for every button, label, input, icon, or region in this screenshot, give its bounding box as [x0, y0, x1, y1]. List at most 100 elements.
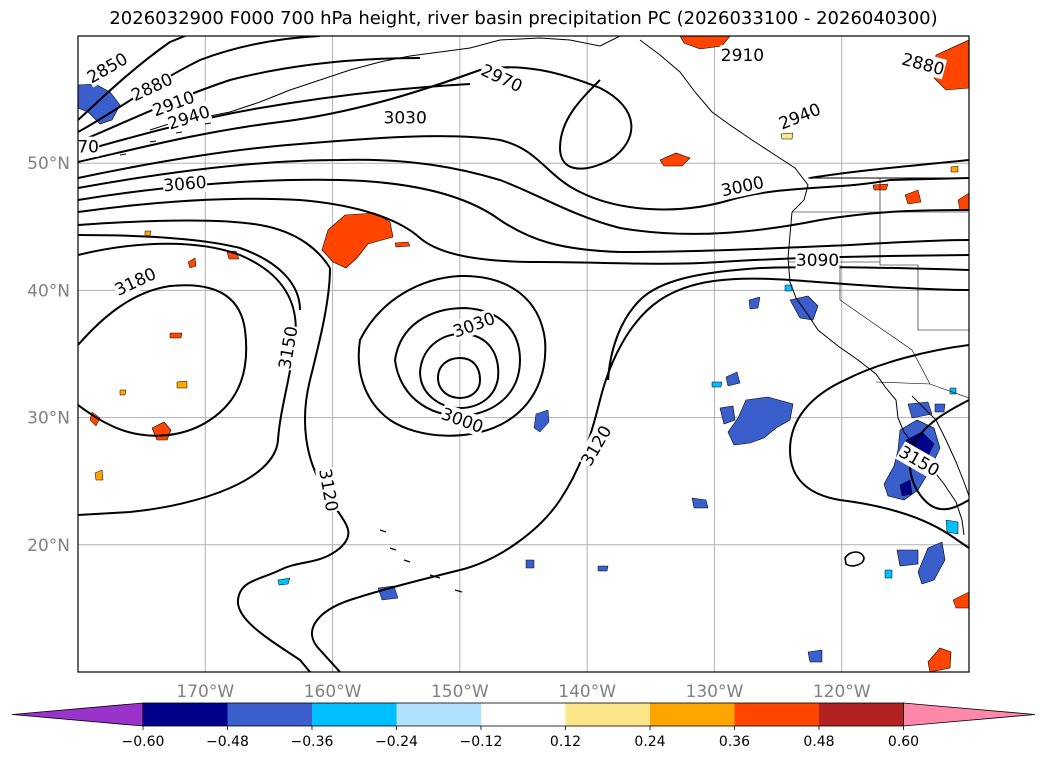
precip-positive-patch: [394, 241, 411, 248]
svg-text:3060: 3060: [163, 173, 208, 197]
colorbar-segment: [396, 703, 481, 726]
contour-label: 70: [77, 136, 100, 158]
contour-3120-north: [78, 219, 331, 269]
precip-negative-patch: [533, 409, 550, 433]
precip-negative-patch: [789, 295, 819, 321]
precip-negative-patch: [277, 577, 291, 586]
lon-tick-label: 140°W: [558, 682, 616, 702]
colorbar-tick-label: 0.60: [888, 734, 919, 750]
precip-negative-patch: [525, 559, 535, 569]
contour-3150-north: [78, 234, 301, 311]
colorbar-tick-label: 0.12: [550, 734, 581, 750]
contour-2910: [78, 57, 421, 143]
contour-2880: [78, 36, 321, 133]
gridlines: [78, 36, 969, 672]
contour-3120-east: [310, 277, 969, 672]
plot-frame: [77, 35, 970, 673]
svg-text:3090: 3090: [796, 251, 839, 271]
contour-3120: [236, 267, 350, 672]
svg-text:2910: 2910: [721, 46, 764, 66]
precip-positive-patch: [780, 132, 794, 140]
precip-positive-patch: [952, 591, 969, 609]
lat-tick-label: 50°N: [27, 154, 70, 174]
colorbar-segment: [481, 703, 566, 726]
lon-tick-label: 120°W: [813, 682, 871, 702]
contour-3000-low: [418, 332, 500, 410]
lat-tick-label: 20°N: [27, 536, 70, 556]
colorbar-tick-label: −0.48: [206, 734, 249, 750]
map-title: 2026032900 F000 700 hPa height, river ba…: [109, 8, 938, 29]
colorbar-tick-label: −0.60: [122, 734, 165, 750]
height-contours: [78, 36, 969, 672]
colorbar-tick-label: 0.24: [634, 734, 665, 750]
alaska-coastline: [149, 36, 621, 131]
coastlines: [119, 36, 969, 593]
lon-tick-label: 130°W: [686, 682, 744, 702]
contour-3090-east: [607, 266, 969, 381]
colorbar-segment: [565, 703, 650, 726]
precip-negative-patch: [934, 403, 946, 413]
precip-negative-patch: [597, 565, 609, 572]
plot-area: [78, 36, 969, 672]
contour-3090: [78, 197, 969, 265]
us-mexico-border: [875, 381, 969, 399]
precip-negative-patch: [748, 296, 761, 310]
hawaii-islands: [379, 529, 463, 593]
precip-positive-patch: [659, 152, 691, 167]
precip-negative-patch: [896, 549, 919, 567]
precip-negative-patch: [945, 519, 959, 535]
colorbar-segment: [650, 703, 735, 726]
contour-label: 3090: [795, 249, 840, 271]
precip-positive-patch: [957, 192, 969, 211]
colorbar-tick-label: −0.24: [375, 734, 418, 750]
contour-3120-mexico: [788, 344, 969, 549]
precip-positive-patch: [950, 165, 959, 173]
precip-positive-patch: [679, 36, 731, 50]
precip-positive-patch: [187, 257, 197, 269]
contour-2940: [78, 83, 471, 153]
colorbar-segment: [734, 703, 819, 726]
colorbar-tick-label: −0.36: [291, 734, 334, 750]
us-west-coastline: [787, 211, 897, 401]
precip-negative-patch: [807, 649, 823, 663]
precip-negative-patch: [884, 569, 893, 579]
contour-3060: [78, 178, 969, 254]
precip-positive-patch: [94, 469, 104, 481]
precip-positive-patch: [169, 332, 183, 339]
precip-negative-patch: [691, 497, 709, 509]
colorbar-segment: [227, 703, 312, 726]
colorbar-frame: [142, 702, 904, 727]
svg-text:70: 70: [77, 138, 99, 158]
colorbar-tick-label: 0.48: [803, 734, 834, 750]
contour-small-ring: [844, 551, 865, 567]
precip-positive-patch: [119, 389, 127, 396]
colorbar: −0.60 −0.48 −0.36 −0.24 −0.12 0.12 0.24 0.36 0.4…: [11, 702, 1036, 750]
precip-negative-patch: [711, 381, 723, 388]
colorbar-tick-label: −0.12: [460, 734, 503, 750]
contour-label: 2910: [720, 45, 765, 66]
colorbar-segment: [312, 703, 397, 726]
lat-tick-label: 30°N: [27, 409, 70, 429]
contour-label: 3060: [162, 171, 208, 197]
precip-negative-patch: [725, 371, 741, 387]
lon-tick-label: 160°W: [304, 682, 362, 702]
precip-positive-patch: [927, 647, 952, 672]
precip-positive-patch: [144, 230, 152, 237]
svg-text:3030: 3030: [383, 108, 426, 128]
precip-negative-patch: [719, 405, 736, 425]
lon-tick-label: 150°W: [431, 682, 489, 702]
contour-3030-low: [393, 306, 522, 417]
mexico-coastline: [911, 395, 969, 497]
state-border: [879, 178, 969, 331]
colorbar-segment: [143, 703, 228, 726]
colorbar-extend-max: [903, 702, 1036, 727]
contour-3060-low: [357, 274, 547, 437]
precip-positive-patch: [872, 183, 889, 191]
precip-negative-patch: [727, 396, 794, 446]
precip-negative-patch: [784, 284, 793, 292]
lat-tick-label: 40°N: [27, 281, 70, 301]
contour-2970-low: [436, 356, 482, 400]
contour-label: 3030: [383, 107, 428, 128]
contour-2970: [78, 66, 633, 170]
